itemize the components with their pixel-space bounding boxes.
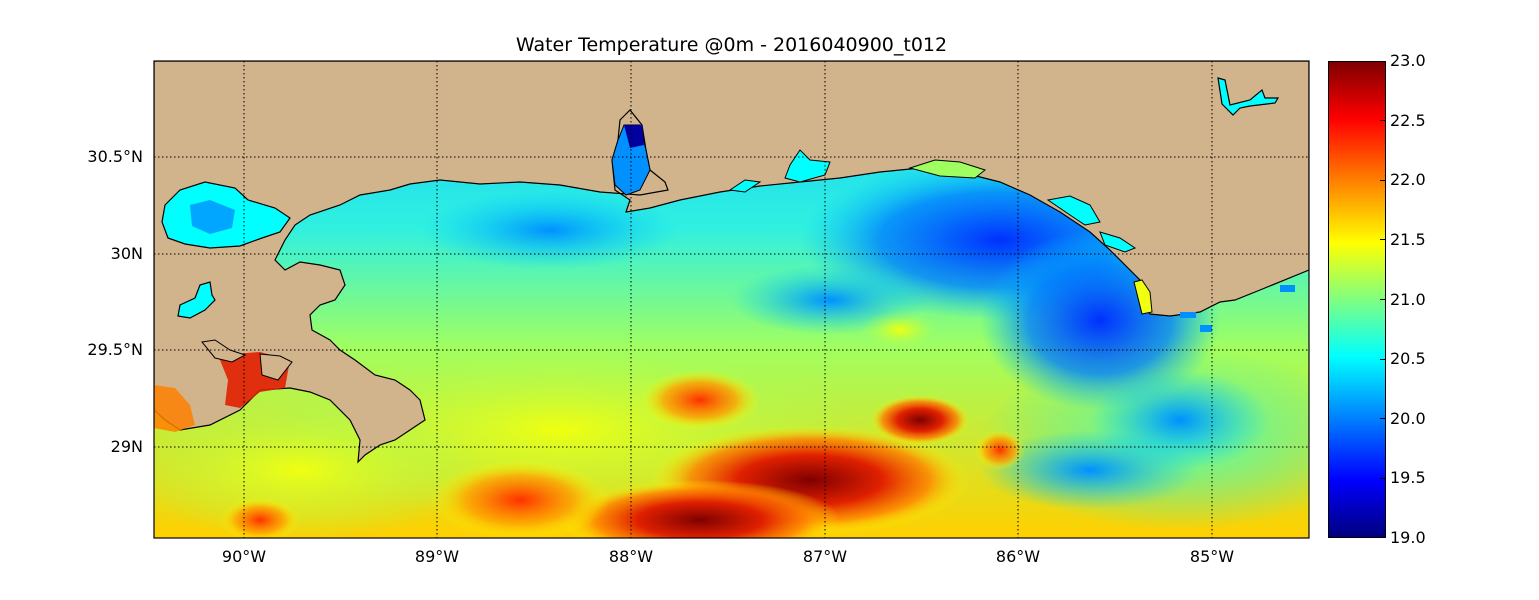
land-mass [154, 61, 1309, 464]
longitude-label: 89°W [414, 547, 460, 566]
gridlines [154, 61, 1309, 538]
colorbar-tick: 22.5 [1390, 111, 1426, 130]
colorbar-tick: 20.5 [1390, 349, 1426, 368]
colorbar-tick: 19.0 [1390, 528, 1426, 547]
colorbar-tick: 22.0 [1390, 170, 1426, 189]
colorbar-tick: 19.5 [1390, 468, 1426, 487]
colorbar-tick: 21.0 [1390, 290, 1426, 309]
lake [177, 281, 216, 319]
colorbar-tick: 20.0 [1390, 409, 1426, 428]
latitude-label: 29.5°N [87, 340, 143, 359]
colorbar [1328, 61, 1386, 538]
longitude-label: 86°W [995, 547, 1041, 566]
longitude-label: 85°W [1189, 547, 1235, 566]
colorbar-tick: 23.0 [1390, 51, 1426, 70]
longitude-label: 90°W [221, 547, 267, 566]
lake [1217, 77, 1280, 116]
latitude-label: 29N [110, 437, 143, 456]
longitude-label: 88°W [608, 547, 654, 566]
map-frame [153, 60, 1310, 539]
map-title: Water Temperature @0m - 2016040900_t012 [515, 34, 948, 56]
latitude-label: 30N [110, 244, 143, 263]
latitude-label: 30.5°N [87, 147, 143, 166]
colorbar-tick: 21.5 [1390, 230, 1426, 249]
longitude-label: 87°W [802, 547, 848, 566]
